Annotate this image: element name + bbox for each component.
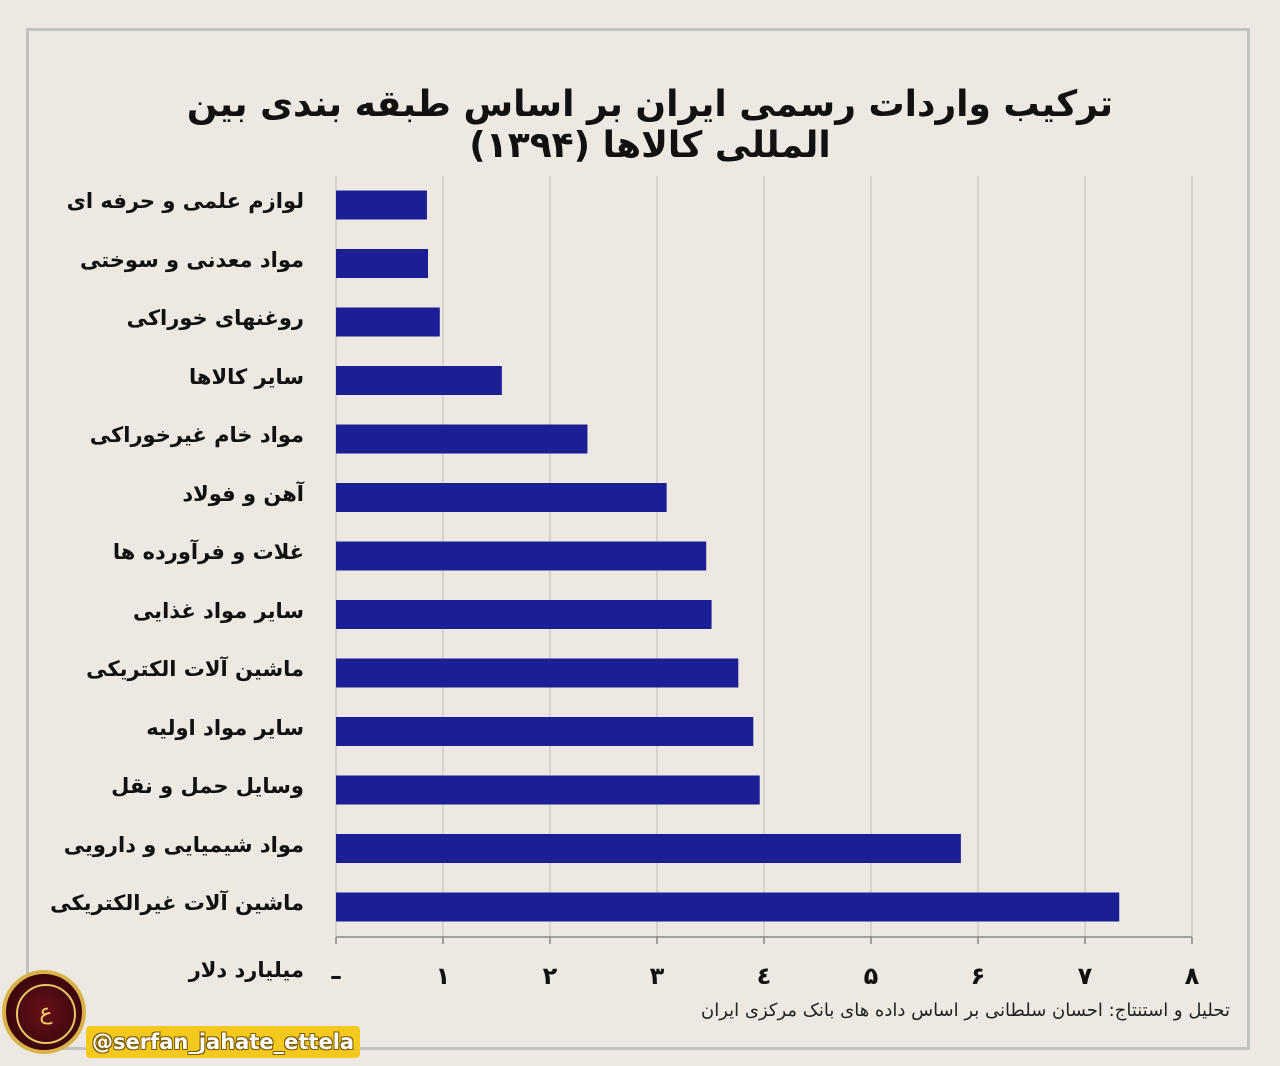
category-label: لوازم علمی و حرفه ای bbox=[66, 189, 304, 213]
category-label: مواد معدنی و سوختی bbox=[79, 247, 304, 272]
bar bbox=[336, 307, 440, 337]
category-label: وسایل حمل و نقل bbox=[111, 774, 304, 798]
bar bbox=[336, 424, 588, 454]
category-label: روغنهای خوراکی bbox=[126, 306, 304, 330]
x-tick-label: ۱ bbox=[436, 962, 451, 990]
x-tick-label: ۳ bbox=[650, 962, 665, 990]
category-label: مواد خام غیرخوراکی bbox=[89, 423, 304, 447]
bar bbox=[336, 717, 754, 746]
category-label: مواد شیمیایی و دارویی bbox=[63, 832, 304, 857]
x-tick-label: – bbox=[330, 962, 342, 990]
category-label: سایر کالاها bbox=[189, 364, 304, 389]
bar bbox=[336, 190, 427, 220]
category-label: سایر مواد غذایی bbox=[132, 598, 304, 623]
bar bbox=[336, 600, 712, 629]
source-note: تحلیل و استنتاج: احسان سلطانی بر اساس دا… bbox=[701, 1000, 1230, 1021]
x-tick-label: ۶ bbox=[971, 962, 986, 990]
x-tick-label: ۲ bbox=[543, 962, 558, 990]
category-label: غلات و فرآورده ها bbox=[112, 540, 304, 564]
bar bbox=[336, 775, 760, 805]
category-label: سایر مواد اولیه bbox=[146, 715, 304, 740]
channel-logo: ع bbox=[2, 970, 86, 1054]
channel-logo-mark: ع bbox=[16, 984, 76, 1044]
x-tick-label: ٤ bbox=[757, 962, 772, 990]
x-axis-unit-label: میلیارد دلار bbox=[188, 958, 304, 982]
x-tick-label: ۸ bbox=[1185, 962, 1200, 990]
bar bbox=[336, 834, 961, 863]
bar bbox=[336, 658, 739, 688]
category-label: ماشین آلات الکتریکی bbox=[86, 657, 304, 681]
chart-title: ترکیب واردات رسمی ایران بر اساس طبقه بند… bbox=[186, 84, 1114, 166]
x-tick-label: ۷ bbox=[1078, 962, 1093, 990]
bar bbox=[336, 249, 429, 278]
bar bbox=[336, 541, 707, 571]
chart-frame bbox=[26, 28, 1250, 1050]
bar bbox=[336, 892, 1120, 922]
category-label: ماشین آلات غیرالکتریکی bbox=[50, 891, 304, 915]
channel-handle: @serfan_jahate_ettela bbox=[86, 1026, 361, 1058]
bar bbox=[336, 483, 667, 512]
category-label: آهن و فولاد bbox=[182, 481, 304, 506]
x-tick-label: ۵ bbox=[864, 962, 879, 990]
bar bbox=[336, 366, 502, 395]
